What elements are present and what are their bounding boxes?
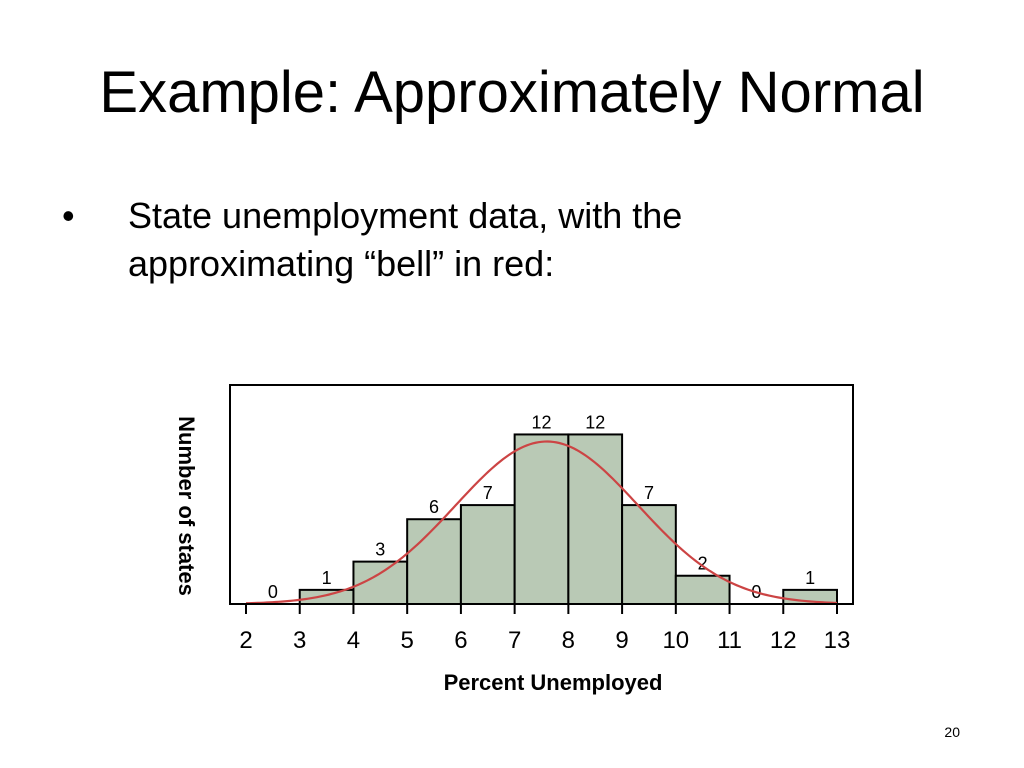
plot-frame (229, 384, 854, 605)
bar-count-label-6: 12 (585, 412, 605, 432)
x-tick-label-0: 2 (239, 627, 252, 654)
x-tick-label-10: 12 (770, 627, 797, 654)
x-tick-label-3: 5 (401, 627, 414, 654)
bar-count-label-10: 1 (805, 568, 815, 588)
bullet-line-2: approximating “bell” in red: (128, 243, 555, 284)
bar-count-label-2: 3 (375, 540, 385, 560)
x-tick-label-11: 13 (824, 627, 851, 654)
histogram-bar-4 (459, 504, 516, 605)
x-tick-label-9: 11 (717, 627, 742, 654)
x-axis-label: Percent Unemployed (444, 670, 663, 695)
bar-count-label-0: 0 (268, 582, 278, 602)
x-tick-label-1: 3 (293, 627, 306, 654)
bullet-text: State unemployment data, with the approx… (128, 192, 888, 288)
x-tick-label-8: 10 (662, 627, 689, 654)
bar-count-label-1: 1 (322, 568, 332, 588)
histogram-bar-3 (406, 518, 462, 606)
x-tick-label-5: 7 (508, 627, 521, 654)
histogram-bar-8 (674, 574, 731, 606)
bullet-symbol: • (62, 195, 75, 236)
bar-count-label-7: 7 (644, 483, 654, 503)
x-tick-label-6: 8 (562, 627, 575, 654)
slide-title: Example: Approximately Normal (99, 60, 925, 125)
bar-count-label-5: 12 (531, 412, 551, 432)
slide-number: 20 (944, 724, 960, 740)
bullet-line-1: State unemployment data, with the (128, 195, 683, 236)
bar-count-label-4: 7 (483, 483, 493, 503)
normal-curve (245, 440, 838, 605)
bar-count-label-8: 2 (698, 554, 708, 574)
x-tick-label-7: 9 (615, 627, 628, 654)
histogram-bar-6 (567, 433, 624, 605)
histogram-bar-1 (298, 588, 355, 606)
histogram-bar-5 (513, 433, 570, 605)
x-tick-label-4: 6 (454, 627, 467, 654)
x-tick-label-2: 4 (347, 627, 360, 654)
y-axis-label: Number of states (174, 416, 199, 596)
histogram-bar-7 (621, 504, 677, 605)
bar-count-label-3: 6 (429, 497, 439, 517)
